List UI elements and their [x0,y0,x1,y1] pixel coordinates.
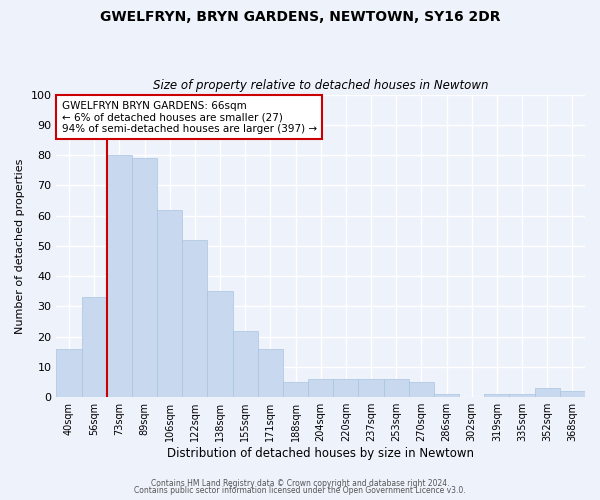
Text: Contains public sector information licensed under the Open Government Licence v3: Contains public sector information licen… [134,486,466,495]
Bar [509,394,535,397]
Bar [157,210,182,397]
Bar [383,379,409,397]
X-axis label: Distribution of detached houses by size in Newtown: Distribution of detached houses by size … [167,447,474,460]
Text: GWELFRYN BRYN GARDENS: 66sqm
← 6% of detached houses are smaller (27)
94% of sem: GWELFRYN BRYN GARDENS: 66sqm ← 6% of det… [62,100,317,134]
Bar [82,298,107,397]
Bar [208,292,233,397]
Title: Size of property relative to detached houses in Newtown: Size of property relative to detached ho… [153,79,488,92]
Bar [107,155,132,397]
Bar [283,382,308,397]
Bar [258,349,283,397]
Bar [333,379,358,397]
Bar [434,394,459,397]
Bar [409,382,434,397]
Text: Contains HM Land Registry data © Crown copyright and database right 2024.: Contains HM Land Registry data © Crown c… [151,478,449,488]
Bar [132,158,157,397]
Bar [182,240,208,397]
Bar [358,379,383,397]
Bar [308,379,333,397]
Bar [484,394,509,397]
Text: GWELFRYN, BRYN GARDENS, NEWTOWN, SY16 2DR: GWELFRYN, BRYN GARDENS, NEWTOWN, SY16 2D… [100,10,500,24]
Y-axis label: Number of detached properties: Number of detached properties [15,158,25,334]
Bar [560,391,585,397]
Bar [535,388,560,397]
Bar [56,349,82,397]
Bar [233,330,258,397]
